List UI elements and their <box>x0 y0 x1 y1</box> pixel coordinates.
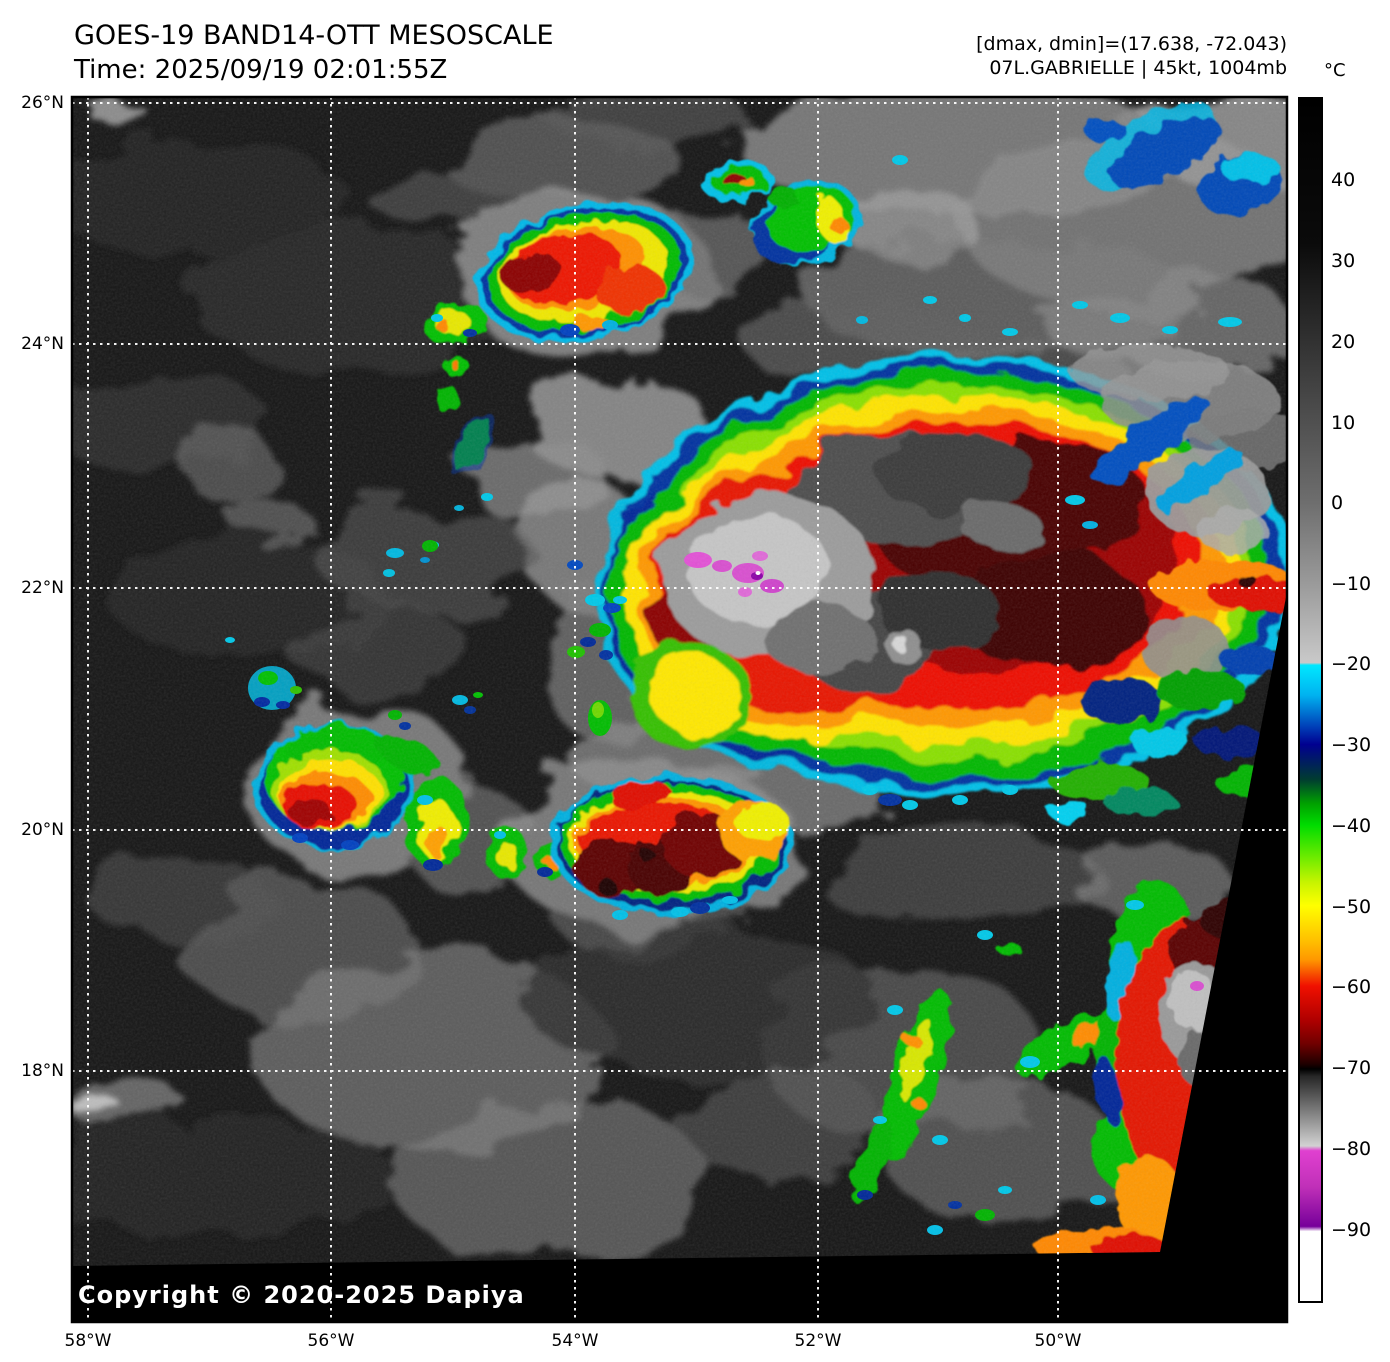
colorbar-ticks: 40 30 20 10 0 −10 −20 −30 −40 −50 −60 −7… <box>1331 97 1389 1303</box>
colorbar-tick: −70 <box>1331 1057 1372 1079</box>
lon-label-52W: 52°W <box>794 1331 842 1351</box>
colorbar-tick: −20 <box>1331 653 1372 675</box>
colorbar-tick: −30 <box>1331 734 1372 756</box>
colorbar-tick: −10 <box>1331 573 1372 595</box>
lat-label-24N: 24°N <box>21 334 64 354</box>
graticule <box>72 97 1287 1322</box>
lat-label-22N: 22°N <box>21 578 64 598</box>
colorbar-tick: 30 <box>1331 250 1356 272</box>
colorbar-tick: 10 <box>1331 412 1356 434</box>
header-info: [dmax, dmin]=(17.638, -72.043) 07L.GABRI… <box>687 32 1287 80</box>
lat-label-18N: 18°N <box>21 1061 64 1081</box>
colorbar-tick: −40 <box>1331 815 1372 837</box>
satellite-data-region <box>72 97 1287 1266</box>
lon-label-50W: 50°W <box>1034 1331 1082 1351</box>
colorbar-tick: 0 <box>1331 492 1344 514</box>
colorbar-tick: −90 <box>1331 1219 1372 1241</box>
lon-label-58W: 58°W <box>64 1331 112 1351</box>
image-grain <box>72 97 1287 1266</box>
colorbar-tick: 40 <box>1331 169 1356 191</box>
lat-label-26N: 26°N <box>21 93 64 113</box>
colorbar-tick: −80 <box>1331 1138 1372 1160</box>
map-border <box>70 95 1289 1324</box>
timestamp: Time: 2025/09/19 02:01:55Z <box>74 55 448 85</box>
dmax-dmin-readout: [dmax, dmin]=(17.638, -72.043) <box>976 33 1287 55</box>
colorbar-tick: −60 <box>1331 976 1372 998</box>
lon-label-54W: 54°W <box>551 1331 599 1351</box>
temperature-colorbar <box>1298 97 1323 1303</box>
lat-label-20N: 20°N <box>21 820 64 840</box>
colorbar-unit: °C <box>1324 60 1346 81</box>
copyright-watermark: Copyright © 2020-2025 Dapiya <box>78 1281 525 1309</box>
colorbar-tick: −50 <box>1331 896 1372 918</box>
product-title: GOES-19 BAND14-OTT MESOSCALE <box>74 20 554 51</box>
lon-label-56W: 56°W <box>307 1331 355 1351</box>
storm-status: 07L.GABRIELLE | 45kt, 1004mb <box>989 57 1287 79</box>
colorbar-tick: 20 <box>1331 331 1356 353</box>
